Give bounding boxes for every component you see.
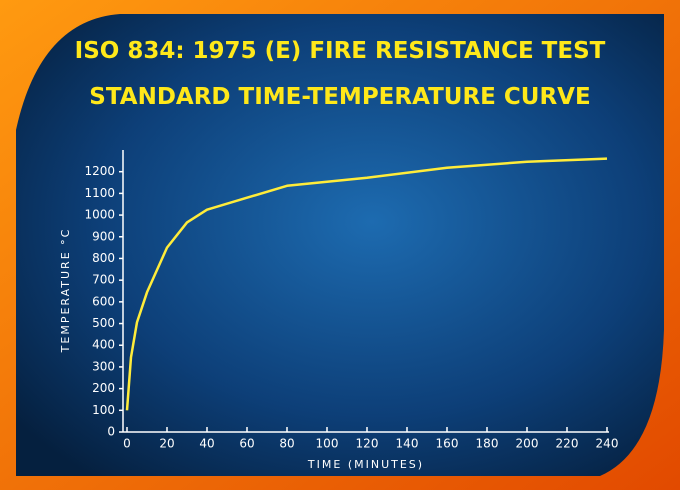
y-tick-label: 200 <box>92 381 115 395</box>
x-axis-label: TIME (MINUTES) <box>307 458 424 471</box>
y-tick-label: 600 <box>92 294 115 308</box>
x-tick-label: 180 <box>476 437 499 451</box>
y-tick-label: 1100 <box>84 186 115 200</box>
x-tick-label: 20 <box>159 437 174 451</box>
x-tick-label: 240 <box>596 437 619 451</box>
x-tick-label: 140 <box>396 437 419 451</box>
x-tick-label: 40 <box>199 437 214 451</box>
y-tick-label: 1000 <box>84 208 115 222</box>
y-tick-label: 0 <box>107 425 115 439</box>
y-tick-label: 500 <box>92 316 115 330</box>
y-tick-label: 800 <box>92 251 115 265</box>
x-tick-label: 0 <box>123 437 131 451</box>
chart: ISO 834: 1975 (E) FIRE RESISTANCE TEST S… <box>0 0 680 490</box>
x-tick-label: 100 <box>316 437 339 451</box>
y-tick-label: 900 <box>92 229 115 243</box>
x-tick-label: 220 <box>556 437 579 451</box>
x-tick-label: 60 <box>239 437 254 451</box>
y-tick-label: 700 <box>92 273 115 287</box>
x-tick-label: 200 <box>516 437 539 451</box>
x-tick-label: 160 <box>436 437 459 451</box>
y-tick-label: 400 <box>92 338 115 352</box>
y-tick-label: 100 <box>92 403 115 417</box>
chart-subtitle: STANDARD TIME-TEMPERATURE CURVE <box>89 84 590 110</box>
y-axis-label: TEMPERATURE °C <box>59 228 72 354</box>
x-tick-label: 80 <box>279 437 294 451</box>
chart-title: ISO 834: 1975 (E) FIRE RESISTANCE TEST <box>75 38 606 64</box>
y-tick-label: 1200 <box>84 164 115 178</box>
x-tick-label: 120 <box>356 437 379 451</box>
y-tick-label: 300 <box>92 359 115 373</box>
